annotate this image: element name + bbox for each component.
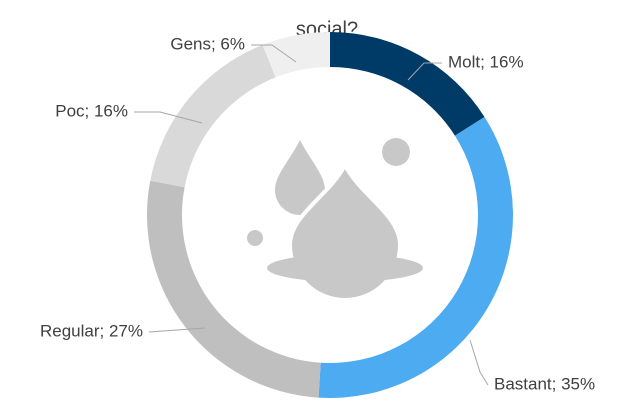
donut-slice — [318, 116, 513, 398]
data-label: Regular; 27% — [40, 321, 143, 340]
data-label: Molt; 16% — [448, 52, 524, 71]
donut-slice — [330, 32, 485, 136]
leader-line — [134, 111, 203, 124]
donut-slice — [262, 32, 330, 78]
leader-line — [148, 327, 206, 333]
leader-line — [469, 339, 489, 386]
data-label: Bastant; 35% — [494, 374, 595, 393]
center-icon — [247, 138, 423, 302]
donut-slice — [147, 180, 321, 398]
data-label: Poc; 16% — [55, 101, 128, 120]
leader-line — [407, 62, 442, 81]
donut-slice — [150, 44, 276, 188]
data-label: Gens; 6% — [170, 34, 245, 53]
labels: Molt; 16% Bastant; 35% Regular; 27% Poc; 16… — [40, 34, 595, 393]
donut — [147, 32, 513, 398]
leader-line — [251, 44, 297, 63]
